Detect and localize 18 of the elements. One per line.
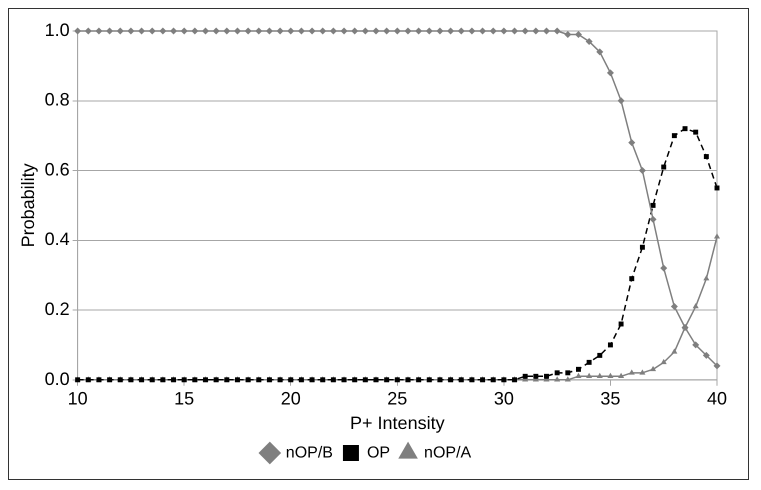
y-tick-label: 0.0 — [44, 368, 70, 389]
legend-label: OP — [366, 444, 390, 462]
y-tick-label: 0.2 — [44, 299, 70, 320]
y-tick-label: 0.6 — [44, 159, 70, 180]
legend-label: nOP/A — [424, 444, 472, 462]
y-tick-label: 1.0 — [44, 20, 70, 40]
legend-label: nOP/B — [286, 444, 333, 462]
x-tick-label: 10 — [68, 388, 88, 409]
y-axis-title: Probability — [18, 163, 38, 248]
y-tick-label: 0.4 — [44, 229, 70, 250]
x-tick-label: 35 — [600, 388, 620, 409]
y-tick-label: 0.8 — [44, 90, 70, 110]
x-tick-label: 20 — [280, 388, 301, 409]
x-axis-title: P+ Intensity — [350, 413, 445, 434]
x-tick-label: 15 — [174, 388, 194, 409]
x-tick-label: 25 — [387, 388, 408, 409]
x-tick-label: 40 — [706, 388, 728, 409]
x-tick-label: 30 — [494, 388, 514, 409]
